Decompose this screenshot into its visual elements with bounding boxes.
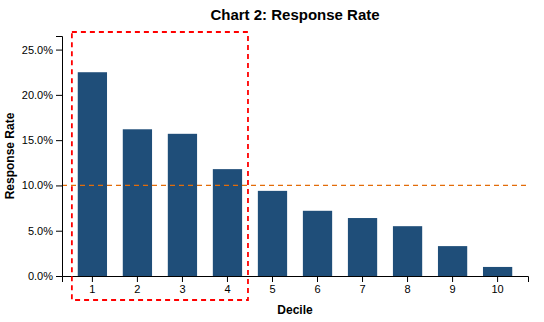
y-tick-label: 0.0% — [28, 270, 53, 282]
y-tick-mark — [56, 231, 62, 232]
x-tick: 7 — [359, 276, 365, 295]
x-tick-label: 4 — [224, 283, 230, 295]
x-tick-mark — [452, 276, 453, 282]
x-axis: 1 2 3 4 5 6 7 8 9 10 — [63, 276, 529, 295]
bar — [123, 129, 152, 276]
x-tick-label: 10 — [491, 283, 503, 295]
x-tick-mark — [407, 276, 408, 282]
y-tick: 20.0% — [22, 89, 62, 101]
bar — [303, 211, 332, 276]
x-tick-label: 6 — [314, 283, 320, 295]
bar — [348, 218, 377, 276]
x-tick: 1 — [89, 276, 95, 295]
x-tick-mark — [182, 276, 183, 282]
x-tick: 4 — [224, 276, 230, 295]
y-tick-label: 15.0% — [22, 134, 53, 146]
x-tick: 2 — [134, 276, 140, 295]
y-tick-label: 25.0% — [22, 44, 53, 56]
x-tick: 3 — [179, 276, 185, 295]
y-axis-title: Response Rate — [3, 112, 17, 199]
y-tick-mark — [56, 276, 62, 277]
x-tick-label: 3 — [179, 283, 185, 295]
x-tick-mark — [272, 276, 273, 282]
highlight-box — [72, 32, 248, 300]
y-tick: 25.0% — [22, 44, 62, 56]
x-tick-label: 1 — [89, 283, 95, 295]
x-axis-line — [63, 277, 529, 283]
bar — [168, 134, 197, 276]
x-tick-label: 2 — [134, 283, 140, 295]
bar — [78, 72, 107, 276]
y-tick: 5.0% — [28, 225, 62, 237]
y-tick: 10.0% — [22, 179, 62, 191]
x-tick: 10 — [491, 276, 503, 295]
plot: 1 2 3 4 5 6 7 8 9 10 0.0% 5.0% 10.0% 15.0% 20.0% 25.0% — [22, 32, 529, 300]
y-tick-mark — [56, 50, 62, 51]
bar — [393, 226, 422, 276]
y-tick-label: 10.0% — [22, 179, 53, 191]
marks — [62, 72, 528, 276]
title: Chart 2: Response Rate — [210, 6, 379, 23]
x-tick: 6 — [314, 276, 320, 295]
x-tick: 5 — [269, 276, 275, 295]
reference-line — [62, 185, 528, 186]
x-axis-title: Decile — [277, 303, 313, 317]
y-axis-line — [56, 37, 63, 277]
x-tick-label: 9 — [450, 283, 456, 295]
x-tick-mark — [137, 276, 138, 282]
chart: 1 2 3 4 5 6 7 8 9 10 0.0% 5.0% 10.0% 15.0% 20.0% 25.0% C… — [0, 0, 544, 322]
bar — [438, 246, 467, 276]
y-tick: 0.0% — [28, 270, 62, 282]
y-tick-mark — [56, 185, 62, 186]
x-tick-mark — [497, 276, 498, 282]
x-tick: 9 — [450, 276, 456, 295]
y-tick-label: 5.0% — [28, 225, 53, 237]
x-tick-mark — [317, 276, 318, 282]
y-tick-label: 20.0% — [22, 89, 53, 101]
y-tick: 15.0% — [22, 134, 62, 146]
bar — [258, 191, 287, 276]
y-tick-mark — [56, 140, 62, 141]
y-tick-mark — [56, 95, 62, 96]
x-tick-mark — [227, 276, 228, 282]
x-tick-label: 7 — [359, 283, 365, 295]
x-tick-mark — [92, 276, 93, 282]
x-tick-label: 8 — [404, 283, 410, 295]
x-tick-mark — [362, 276, 363, 282]
y-axis: 0.0% 5.0% 10.0% 15.0% 20.0% 25.0% — [22, 37, 63, 283]
x-tick: 8 — [404, 276, 410, 295]
x-tick-label: 5 — [269, 283, 275, 295]
bar — [483, 267, 512, 276]
